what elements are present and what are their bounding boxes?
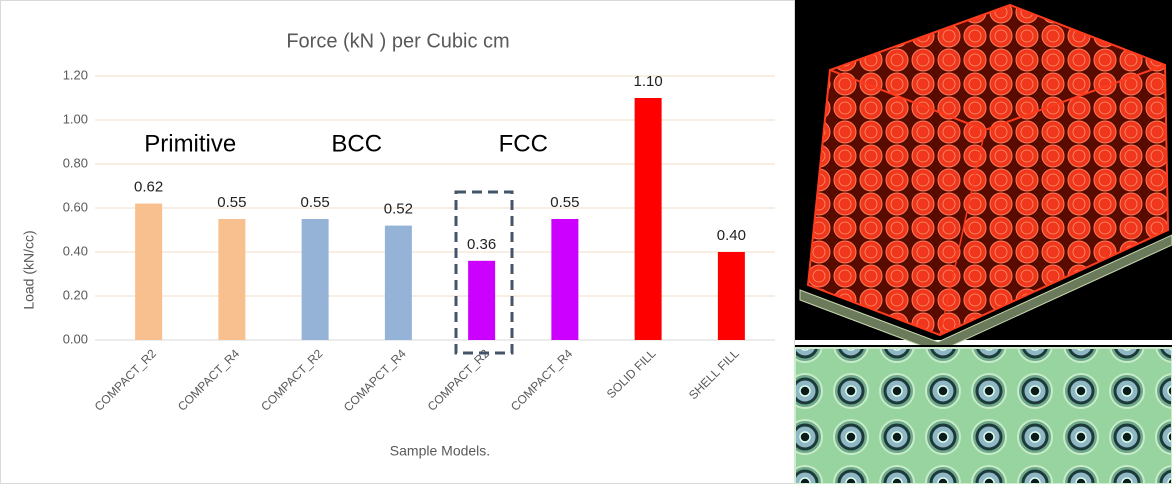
bar xyxy=(302,219,329,340)
y-tick-label: 1.00 xyxy=(63,111,88,126)
bar xyxy=(718,252,745,340)
bar xyxy=(635,98,662,340)
y-axis-label: Load (kN/cc) xyxy=(21,230,37,309)
bar xyxy=(551,219,578,340)
group-label: BCC xyxy=(331,130,382,157)
bar xyxy=(135,204,162,340)
value-label: 1.10 xyxy=(634,73,663,90)
chart-title: Force (kN ) per Cubic cm xyxy=(286,30,509,52)
value-label: 0.55 xyxy=(550,194,579,211)
page: 0.000.200.400.600.801.001.200.62COMPACT_… xyxy=(0,0,1172,484)
bar xyxy=(385,226,412,340)
value-label: 0.52 xyxy=(384,201,413,218)
y-tick-label: 0.20 xyxy=(63,287,88,302)
x-axis-label: Sample Models. xyxy=(390,443,490,459)
value-label: 0.36 xyxy=(467,236,496,253)
y-tick-label: 0.40 xyxy=(63,243,88,258)
y-tick-label: 0.80 xyxy=(63,155,88,170)
bar xyxy=(218,219,245,340)
value-label: 0.55 xyxy=(301,194,330,211)
y-tick-label: 1.20 xyxy=(63,67,88,82)
bar xyxy=(468,261,495,340)
group-label: FCC xyxy=(499,130,548,157)
slice-view xyxy=(795,345,1172,484)
y-tick-label: 0.60 xyxy=(63,199,88,214)
group-label: Primitive xyxy=(144,130,236,157)
value-label: 0.55 xyxy=(217,194,246,211)
value-label: 0.40 xyxy=(717,227,746,244)
value-label: 0.62 xyxy=(134,179,163,196)
y-tick-label: 0.00 xyxy=(63,331,88,346)
render-3d xyxy=(795,0,1172,352)
